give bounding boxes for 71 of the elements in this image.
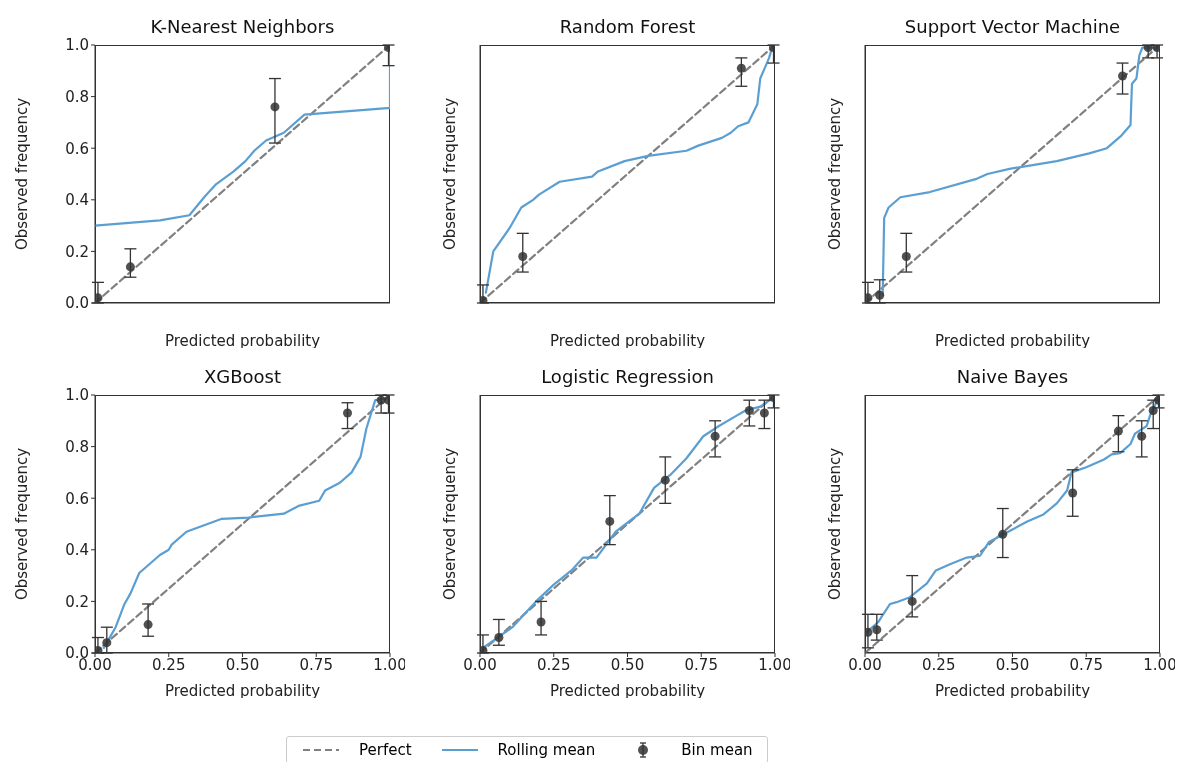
point (1148, 405, 1158, 415)
legend-label: Bin mean (681, 741, 753, 759)
x-tick-label: 0.50 (995, 655, 1030, 674)
chart-title: Support Vector Machine (903, 16, 1122, 37)
point (494, 633, 504, 643)
y-axis-title: Observed frequency (13, 97, 32, 251)
point (480, 295, 488, 303)
x-tick-label: 0.75 (299, 655, 333, 674)
point (536, 617, 546, 627)
point (907, 596, 917, 606)
point (865, 627, 873, 637)
point (143, 620, 153, 630)
y-tick-label: 0.8 (65, 437, 89, 456)
y-tick-label: 0.4 (65, 191, 89, 210)
point (1113, 426, 1123, 436)
x-tick-label: 0.75 (684, 655, 718, 674)
point (480, 645, 488, 653)
point (759, 408, 769, 418)
point (744, 405, 754, 415)
point (872, 625, 882, 635)
y-tick-label: 0.4 (65, 541, 89, 560)
legend-label: Rolling mean (497, 741, 596, 759)
y-axis-title: Observed frequency (826, 447, 845, 601)
point (875, 290, 885, 300)
point (901, 252, 911, 262)
chart-title: Naive Bayes (955, 366, 1070, 387)
x-tick-label: 0.50 (610, 655, 645, 674)
point (102, 638, 112, 648)
chart-title: XGBoost (202, 366, 283, 387)
y-tick-label: 0.6 (65, 489, 89, 508)
point (343, 408, 353, 418)
y-axis-title: Observed frequency (441, 447, 460, 601)
point (1137, 431, 1147, 441)
y-tick-label: 1.0 (65, 386, 89, 405)
point (270, 102, 280, 112)
point (736, 63, 746, 73)
point (95, 645, 103, 653)
point (710, 431, 720, 441)
x-tick-label: 0.00 (848, 655, 882, 674)
point (660, 475, 670, 485)
y-axis-title: Observed frequency (441, 97, 460, 251)
point (605, 516, 615, 526)
point (865, 293, 873, 303)
chart-title: K-Nearest Neighbors (149, 16, 336, 37)
chart-title: Random Forest (558, 16, 697, 37)
point (1118, 71, 1128, 81)
x-tick-label: 1.00 (758, 655, 792, 674)
y-tick-label: 0.8 (65, 87, 89, 106)
x-tick-label: 0.00 (463, 655, 497, 674)
point (95, 293, 103, 303)
point (1068, 488, 1078, 498)
y-axis-title: Observed frequency (13, 447, 32, 601)
x-tick-label: 1.00 (373, 655, 407, 674)
y-tick-label: 0.2 (65, 242, 89, 261)
point (518, 252, 528, 262)
y-axis-title: Observed frequency (826, 97, 845, 251)
x-tick-label: 0.25 (922, 655, 956, 674)
x-tick-label: 0.50 (225, 655, 260, 674)
x-tick-label: 0.25 (152, 655, 186, 674)
y-tick-label: 1.0 (65, 36, 89, 55)
x-tick-label: 1.00 (1143, 655, 1177, 674)
legend-label: Perfect (359, 741, 412, 759)
point (1152, 45, 1160, 53)
y-tick-label: 0.6 (65, 139, 89, 158)
x-tick-label: 0.75 (1069, 655, 1103, 674)
y-tick-label: 0.2 (65, 592, 89, 611)
x-tick-label: 0.25 (537, 655, 571, 674)
y-tick-label: 0.0 (65, 294, 89, 313)
point (998, 529, 1008, 539)
point (125, 262, 135, 272)
chart-title: Logistic Regression (540, 366, 715, 387)
